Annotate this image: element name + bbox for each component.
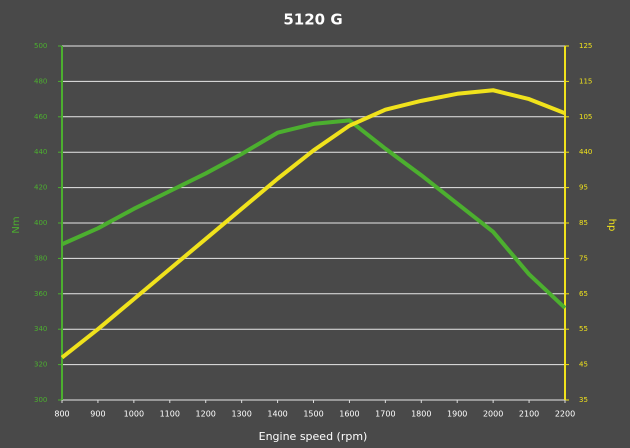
y2-tick-label: 65 xyxy=(579,290,588,298)
y2-tick-label: 95 xyxy=(579,184,588,192)
y-tick-label: 320 xyxy=(34,361,47,369)
x-tick-label: 1100 xyxy=(160,410,180,419)
x-axis-title: Engine speed (rpm) xyxy=(259,430,368,443)
y-tick-label: 380 xyxy=(34,254,47,262)
y-tick-label: 480 xyxy=(34,77,47,85)
y2-tick-label: 105 xyxy=(579,113,592,121)
y-tick-label: 440 xyxy=(34,148,47,156)
x-tick-label: 1800 xyxy=(411,410,431,419)
y2-tick-label: 55 xyxy=(579,325,588,333)
y2-tick-label: 125 xyxy=(579,42,592,50)
line-series xyxy=(60,88,566,360)
x-tick-label: 2100 xyxy=(519,410,539,419)
x-tick-label: 2200 xyxy=(555,410,575,419)
x-tick-label: 900 xyxy=(90,410,105,419)
y2-tick-label: 35 xyxy=(579,396,588,404)
x-tick-label: 1300 xyxy=(231,410,251,419)
y-tick-label: 420 xyxy=(34,184,47,192)
y-tick-label: 300 xyxy=(34,396,47,404)
y-tick-label: 340 xyxy=(34,325,47,333)
x-tick-label: 800 xyxy=(54,410,69,419)
y-tick-label: 500 xyxy=(34,42,47,50)
x-tick-label: 1500 xyxy=(303,410,323,419)
y-tick-label: 360 xyxy=(34,290,47,298)
x-tick-label: 1400 xyxy=(267,410,287,419)
x-tick-label: 1700 xyxy=(375,410,395,419)
y-tick-label: 460 xyxy=(34,113,47,121)
y2-tick-label: 45 xyxy=(579,361,588,369)
y2-tick-label: 440 xyxy=(579,148,592,156)
y2-tick-label: 115 xyxy=(579,77,592,85)
y2-tick-label: 75 xyxy=(579,254,588,262)
x-tick-label: 2000 xyxy=(483,410,503,419)
y-tick-label: 400 xyxy=(34,219,47,227)
y-axis-title: Nm xyxy=(11,216,22,233)
x-tick-label: 1900 xyxy=(447,410,467,419)
y2-axis-title: hp xyxy=(606,219,617,232)
line-series xyxy=(61,118,567,310)
x-tick-label: 1000 xyxy=(124,410,144,419)
chart-title: 5120 G xyxy=(283,11,342,29)
y2-tick-label: 85 xyxy=(579,219,588,227)
x-tick-label: 1200 xyxy=(196,410,216,419)
x-tick-label: 1600 xyxy=(339,410,359,419)
